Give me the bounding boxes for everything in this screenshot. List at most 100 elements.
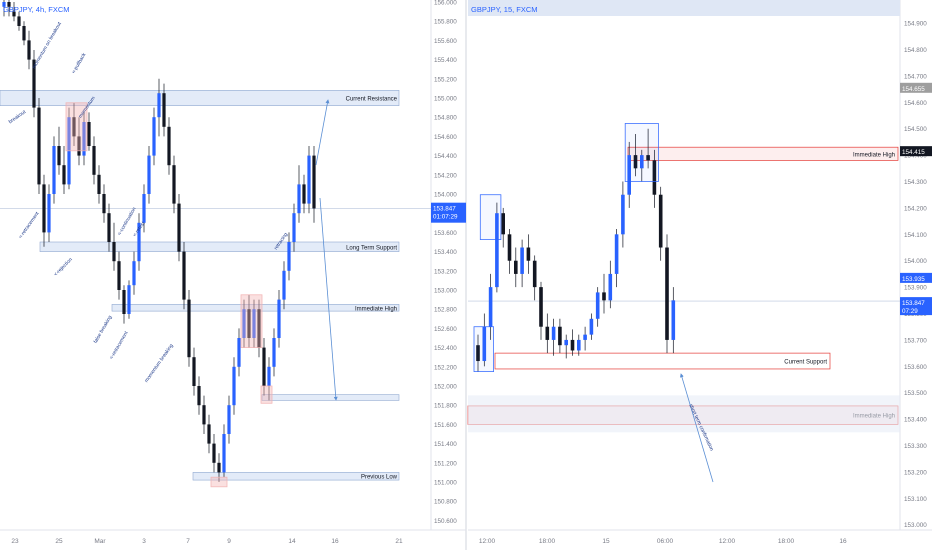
left-candle-body [2,2,6,7]
left-y-tick: 154.800 [434,115,457,122]
left-candle-body [87,122,91,146]
right-tag-blue-text: 153.935 [902,276,925,283]
right-candle-body [482,326,487,362]
left-candle-body [202,405,206,425]
left-zone [261,394,400,401]
left-candle-body [177,203,181,252]
left-x-tick: 23 [11,538,19,545]
left-price-axis[interactable]: 156.000 155.800 155.600 155.400 155.200 155.0… [434,0,457,525]
left-y-tick: 152.800 [434,307,457,314]
right-time-axis[interactable]: 12:00 18:00 15 06:00 12:00 18:00 16 [479,538,847,545]
right-candle-body [526,247,531,261]
right-tag-current-bg [900,297,932,316]
right-y-tick: 153.900 [904,285,927,292]
right-zone [494,352,831,370]
right-x-tick: 16 [839,538,847,545]
right-highlight-top [624,123,659,182]
left-candle-body [227,405,231,434]
right-candle-body [621,194,625,235]
left-y-tick: 154.400 [434,153,457,160]
left-candle-body [282,270,286,300]
right-candle-body [640,155,644,169]
right-y-tick: 154.800 [904,47,927,54]
right-header-band [468,0,900,16]
left-y-tick: 155.600 [434,38,457,45]
right-candle-body [627,155,631,195]
left-candle-body [22,26,26,41]
left-y-tick: 152.000 [434,384,457,391]
left-candle-body [152,117,156,156]
right-y-tick: 154.500 [904,126,927,133]
left-y-tick: 155.200 [434,76,457,83]
right-candle-body [532,260,537,288]
left-y-tick: 155.000 [434,96,457,103]
right-candle-body [514,260,518,274]
right-y-tick: 153.000 [904,522,927,529]
right-y-tick: 153.600 [904,364,927,371]
right-y-tick: 154.900 [904,21,927,28]
right-highlight-low [473,326,495,373]
left-y-tick: 151.200 [434,460,457,467]
left-candle-body [262,347,266,386]
right-zone [627,146,899,161]
left-zone-label: Current Resistance [346,97,398,103]
right-candle-body [545,326,550,340]
left-arrow-down [319,197,338,401]
left-candle-body [182,251,186,300]
left-y-tick: 152.200 [434,364,457,371]
left-candle-body [117,261,121,290]
right-candle-body [646,155,650,161]
right-x-tick: 12:00 [719,538,736,545]
right-candle-body [570,339,575,351]
left-zones: Current Resistance Long Term Support Immed… [0,90,431,481]
left-y-tick: 150.800 [434,499,457,506]
left-candle-body [157,93,161,118]
left-time-axis[interactable]: 23 25 Mar 3 7 9 14 16 21 [11,538,403,545]
left-candle-body [137,222,141,262]
left-candle-body [272,338,276,367]
left-y-tick: 153.000 [434,288,457,295]
left-candle-body [222,434,226,473]
right-tag-gray-bg [900,82,932,93]
right-arrow-confirm [679,373,714,483]
highlights [65,102,659,488]
left-symbol-title: GBPJPY, 4h, FXCM [3,5,70,14]
right-tag-blue-bg [900,272,932,283]
right-y-tick: 153.400 [904,417,927,424]
left-candle-body [47,194,51,233]
right-candle-body [501,213,505,235]
right-tag-current-text: 153.847 [902,300,925,307]
arrows [315,99,714,483]
left-price-tag-bg [431,202,466,223]
left-candle-body [142,194,146,223]
left-candle-body [267,366,271,386]
right-candle-body [507,234,512,261]
left-candle-body [302,184,306,204]
left-candle-body [77,136,81,156]
left-candle-body [207,424,211,444]
right-panel-bg [468,0,900,550]
right-candle-body [665,247,669,340]
right-candle-body [671,300,676,340]
left-y-tick: 153.200 [434,268,457,275]
left-x-tick: 9 [227,538,231,545]
left-y-tick: 153.600 [434,230,457,237]
left-candle-body [127,285,131,314]
left-candle-body [172,165,176,204]
right-x-tick: 06:00 [657,538,674,545]
right-candle-body [520,247,524,274]
left-highlight-top [65,102,88,152]
left-candle-body [162,93,166,127]
left-candle-body [37,107,41,185]
right-band [468,395,900,433]
left-candle-body [112,242,116,262]
left-zone [39,241,400,252]
left-x-tick: 3 [142,538,146,545]
right-y-tick: 153.500 [904,390,927,397]
left-y-tick: 152.400 [434,345,457,352]
left-y-tick: 156.000 [434,0,457,7]
left-candle-body [7,2,11,7]
left-y-tick: 154.600 [434,134,457,141]
